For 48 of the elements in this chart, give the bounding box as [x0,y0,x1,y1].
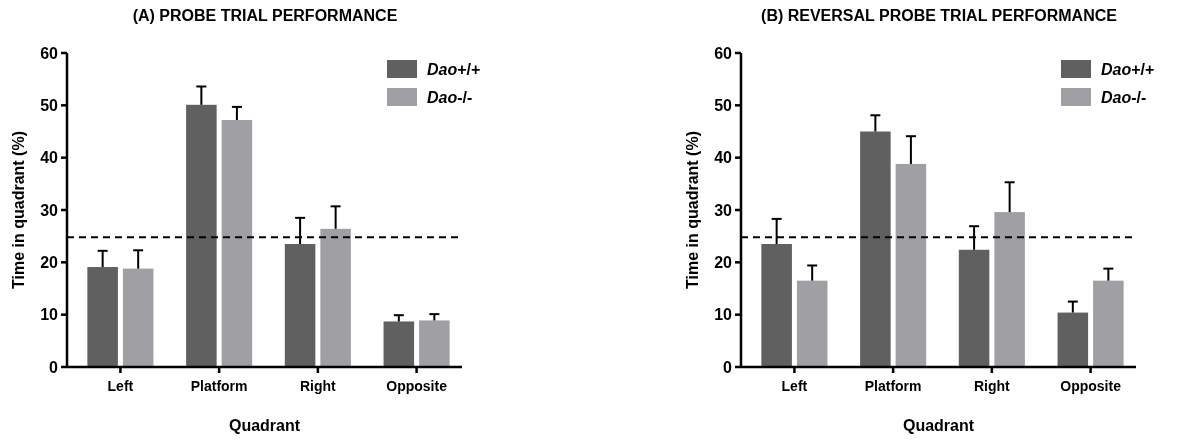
y-tick-label: 10 [714,306,733,324]
y-tick-label: 50 [714,96,733,114]
bar [419,320,450,367]
bar [1057,312,1089,367]
bar [761,244,792,367]
bar [895,163,927,367]
y-tick-label: 0 [723,358,733,376]
legend-label: Dao-/- [1101,88,1147,106]
y-tick-label: 0 [49,358,59,376]
bar [221,119,253,367]
x-tick-label: Right [973,378,1011,394]
bar [1093,280,1124,367]
x-tick-label: Platform [864,378,922,394]
y-tick-label: 40 [714,149,733,167]
bar [860,131,891,367]
y-tick-label: 30 [714,201,733,219]
bar [122,268,154,367]
y-axis-title: Time in quadrant (%) [10,131,27,289]
chart-title: (B) REVERSAL PROBE TRIAL PERFORMANCE [761,7,1118,24]
y-axis-title: Time in quadrant (%) [684,131,701,289]
x-tick-label: Platform [190,378,248,394]
legend-label: Dao+/+ [1101,60,1155,78]
bar [958,249,990,367]
x-tick-label: Left [107,378,134,394]
y-tick-label: 30 [40,201,59,219]
y-tick-label: 60 [40,44,59,62]
x-tick-label: Left [781,378,808,394]
y-tick-label: 40 [40,149,59,167]
y-tick-label: 50 [40,96,59,114]
bar [320,228,351,367]
y-tick-label: 20 [40,253,59,271]
x-tick-label: Right [299,378,337,394]
bar [383,321,415,367]
y-tick-label: 60 [714,44,733,62]
x-tick-label: Opposite [386,378,448,394]
y-tick-label: 10 [40,306,59,324]
chart-title: (A) PROBE TRIAL PERFORMANCE [132,7,398,24]
y-tick-label: 20 [714,253,733,271]
bar [87,267,118,367]
x-axis-title: Quadrant [902,417,975,434]
legend-label: Dao-/- [427,88,473,106]
bar [186,104,217,367]
bar [796,280,828,367]
legend-label: Dao+/+ [427,60,481,78]
x-axis-title: Quadrant [228,417,301,434]
bar [284,244,316,367]
x-tick-label: Opposite [1060,378,1122,394]
bar [994,212,1025,367]
